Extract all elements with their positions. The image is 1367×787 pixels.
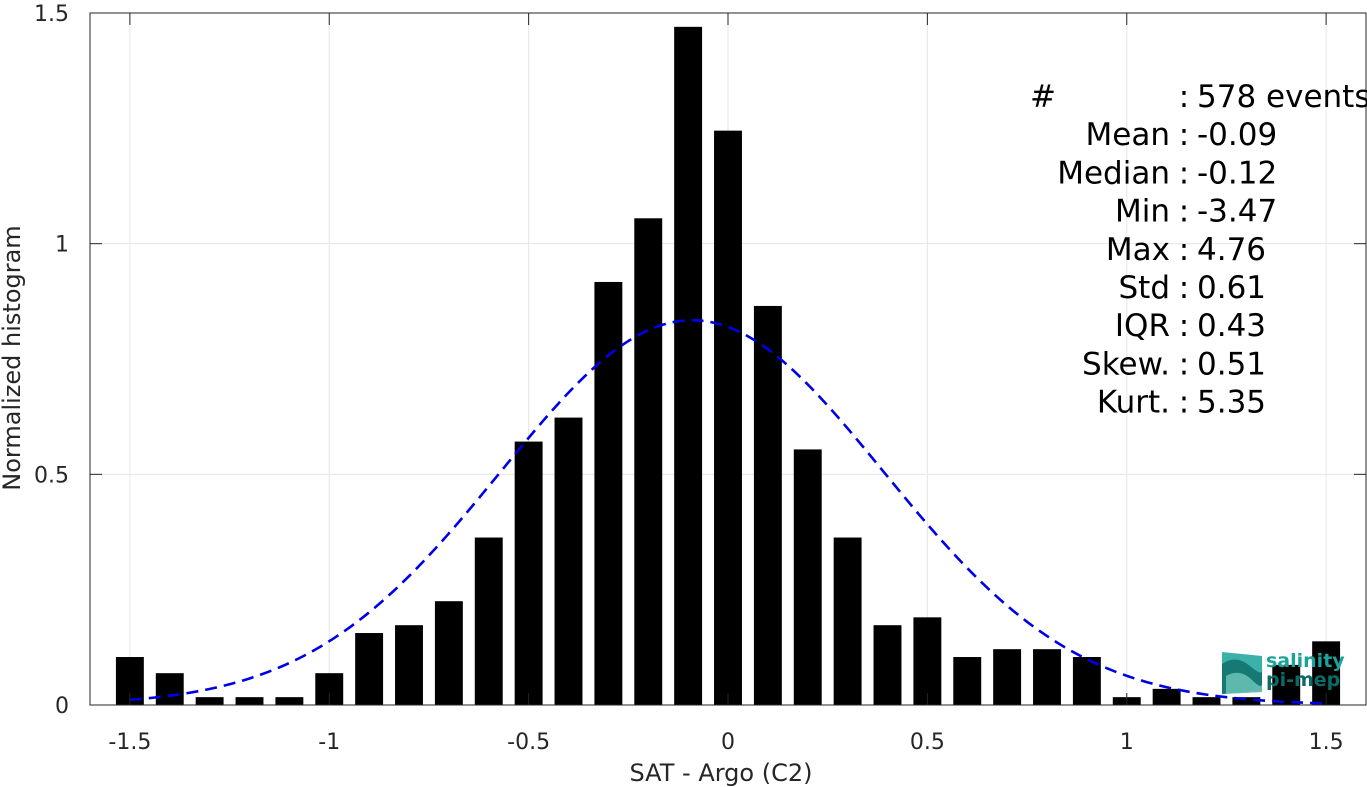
x-tick-label: -1 bbox=[318, 730, 340, 755]
histogram-bar bbox=[1152, 688, 1181, 705]
histogram-bar bbox=[1072, 657, 1101, 705]
x-tick-label: -1.5 bbox=[108, 730, 151, 755]
stat-separator: : bbox=[1179, 79, 1189, 115]
stat-key: Mean bbox=[1086, 117, 1170, 153]
y-axis-label: Normalized histogram bbox=[0, 225, 26, 490]
histogram-bar bbox=[1272, 664, 1301, 705]
stat-key: Skew. bbox=[1082, 346, 1170, 382]
histogram-bar bbox=[674, 26, 703, 705]
logo-text-salinity: salinity bbox=[1266, 650, 1345, 672]
histogram-bar bbox=[953, 657, 982, 705]
histogram-bar bbox=[793, 449, 822, 705]
histogram-bar bbox=[594, 281, 623, 705]
y-tick-label: 1.5 bbox=[34, 2, 69, 27]
histogram-bar bbox=[1033, 649, 1061, 705]
stat-key: # bbox=[1030, 79, 1056, 115]
x-tick-label: -0.5 bbox=[507, 730, 550, 755]
histogram-bar bbox=[155, 673, 184, 705]
stat-line: Max:4.76 bbox=[1106, 232, 1266, 268]
stat-line: Median: -0.12 bbox=[1057, 155, 1277, 191]
x-tick-label: 0.5 bbox=[910, 730, 945, 755]
stat-value: 4.76 bbox=[1197, 232, 1266, 268]
histogram-bar bbox=[195, 697, 224, 705]
stat-line: Min: -3.47 bbox=[1115, 194, 1277, 230]
stat-separator: : bbox=[1179, 194, 1189, 230]
stat-key: Std bbox=[1118, 270, 1170, 306]
histogram-bar bbox=[235, 697, 264, 705]
stat-separator: : bbox=[1179, 270, 1189, 306]
stat-value: 0.51 bbox=[1197, 346, 1266, 382]
wave-logo-icon bbox=[1222, 652, 1263, 694]
stat-separator: : bbox=[1179, 232, 1189, 268]
histogram-bar bbox=[753, 305, 782, 705]
stat-line: Skew.:0.51 bbox=[1082, 346, 1266, 382]
normal-fit-curve bbox=[129, 318, 1327, 705]
histogram-bar bbox=[554, 417, 583, 705]
histogram-bar bbox=[833, 537, 862, 705]
histogram-bar bbox=[355, 633, 384, 705]
y-tick-label: 1 bbox=[55, 233, 69, 258]
stat-line: IQR:0.43 bbox=[1115, 308, 1266, 344]
stat-line: Mean: -0.09 bbox=[1086, 117, 1278, 153]
y-tick-label: 0 bbox=[55, 694, 69, 719]
stat-key: IQR bbox=[1115, 308, 1170, 344]
histogram-bar bbox=[714, 130, 742, 705]
stat-separator: : bbox=[1179, 117, 1189, 153]
stat-value: 578 events bbox=[1197, 79, 1367, 115]
stat-separator: : bbox=[1179, 308, 1189, 344]
stat-line: Kurt.:5.35 bbox=[1097, 385, 1266, 421]
histogram-bar bbox=[434, 601, 463, 705]
stat-line: #:578 events bbox=[1030, 79, 1367, 115]
x-tick-label: 1 bbox=[1120, 730, 1134, 755]
histogram-bar bbox=[275, 697, 304, 705]
salinity-pi-mep-logo: salinity pi-mep bbox=[1222, 650, 1345, 694]
stat-key: Max bbox=[1106, 232, 1170, 268]
histogram-bar bbox=[634, 218, 663, 705]
axis-ticks bbox=[90, 12, 1366, 706]
histogram-bar bbox=[1192, 697, 1221, 705]
x-tick-label: 0 bbox=[721, 730, 735, 755]
stat-key: Median bbox=[1057, 155, 1170, 191]
histogram-bar bbox=[395, 625, 423, 705]
y-tick-labels: 0 0.5 1 1.5 bbox=[34, 2, 69, 719]
stat-value: -0.09 bbox=[1197, 117, 1277, 153]
histogram-bar bbox=[913, 617, 942, 705]
stat-value: -0.12 bbox=[1197, 155, 1277, 191]
stat-value: 0.43 bbox=[1197, 308, 1266, 344]
stat-separator: : bbox=[1179, 385, 1189, 421]
histogram-bar bbox=[993, 649, 1022, 705]
histogram-bar bbox=[514, 441, 543, 705]
stat-separator: : bbox=[1179, 346, 1189, 382]
stat-value: 5.35 bbox=[1197, 385, 1266, 421]
histogram-bar bbox=[873, 625, 902, 705]
histogram-bar bbox=[474, 537, 503, 705]
stat-key: Kurt. bbox=[1097, 385, 1170, 421]
histogram-bars bbox=[115, 26, 1341, 705]
x-tick-label: 1.5 bbox=[1309, 730, 1344, 755]
y-tick-label: 0.5 bbox=[34, 463, 69, 488]
logo-text-pi-mep: pi-mep bbox=[1266, 669, 1340, 691]
x-tick-labels: -1.5 -1 -0.5 0 0.5 1 1.5 bbox=[108, 730, 1343, 755]
stat-separator: : bbox=[1179, 155, 1189, 191]
stat-key: Min bbox=[1115, 194, 1170, 230]
stat-value: -3.47 bbox=[1197, 194, 1277, 230]
histogram-bar bbox=[1232, 697, 1261, 705]
stat-value: 0.61 bbox=[1197, 270, 1266, 306]
x-axis-label: SAT - Argo (C2) bbox=[630, 759, 813, 787]
stat-line: Std:0.61 bbox=[1118, 270, 1266, 306]
